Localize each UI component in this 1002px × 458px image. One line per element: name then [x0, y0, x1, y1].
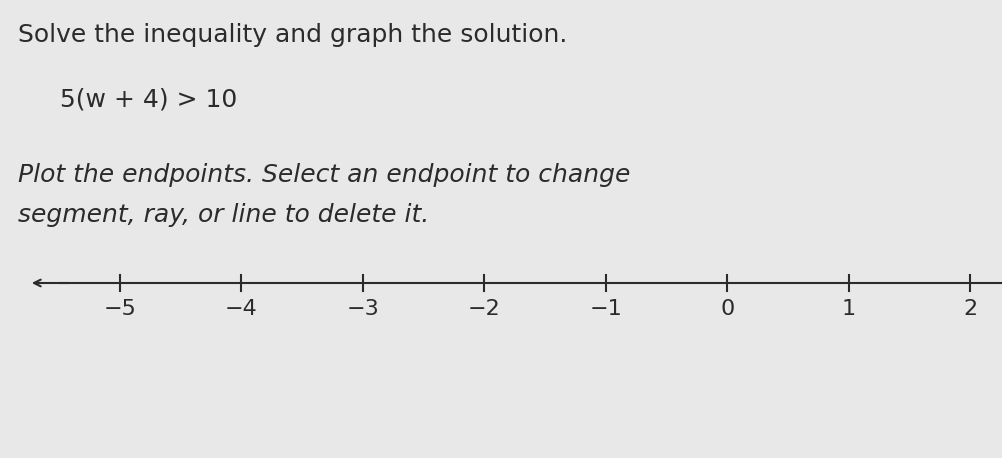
Text: −1: −1 — [589, 299, 621, 319]
Text: Plot the endpoints. Select an endpoint to change: Plot the endpoints. Select an endpoint t… — [18, 163, 629, 187]
Text: −4: −4 — [224, 299, 258, 319]
Text: −2: −2 — [468, 299, 500, 319]
Text: 0: 0 — [719, 299, 733, 319]
Text: 5(w + 4) > 10: 5(w + 4) > 10 — [60, 88, 237, 112]
Text: Solve the inequality and graph the solution.: Solve the inequality and graph the solut… — [18, 23, 567, 47]
Text: 2: 2 — [962, 299, 976, 319]
Text: segment, ray, or line to delete it.: segment, ray, or line to delete it. — [18, 203, 429, 227]
Text: −5: −5 — [103, 299, 136, 319]
Text: −3: −3 — [346, 299, 379, 319]
Text: 1: 1 — [841, 299, 855, 319]
